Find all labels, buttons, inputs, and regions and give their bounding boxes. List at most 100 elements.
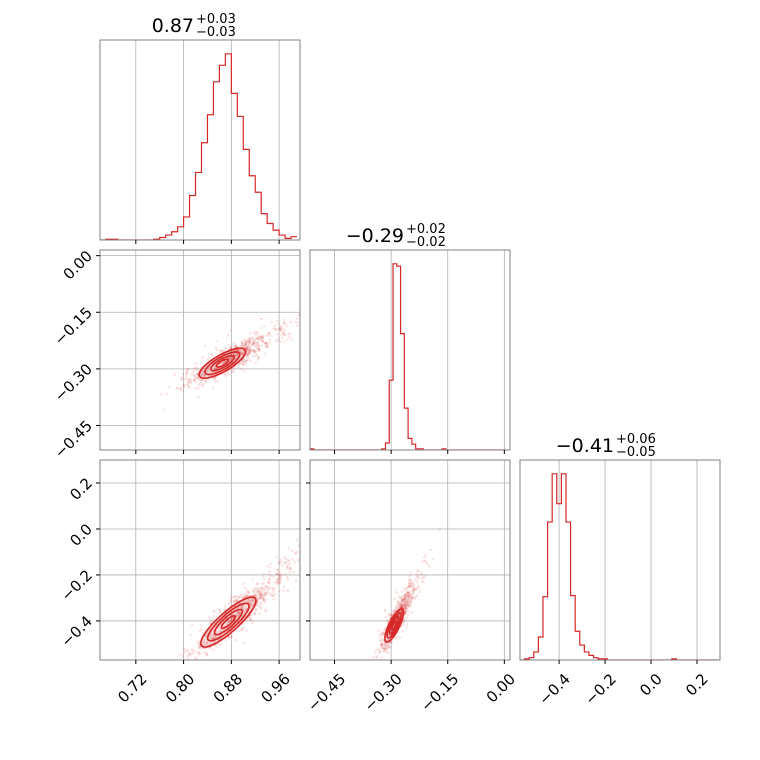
- sample-point: [332, 519, 335, 522]
- sample-point: [257, 337, 261, 341]
- sample-point: [289, 320, 293, 324]
- sample-point: [422, 556, 426, 559]
- sample-point: [406, 622, 409, 626]
- sample-point: [397, 601, 400, 604]
- sample-point: [195, 368, 199, 372]
- sample-point: [403, 603, 407, 607]
- sample-point: [288, 562, 292, 566]
- sample-point: [212, 614, 215, 618]
- sample-point: [236, 611, 240, 614]
- sample-point: [266, 564, 269, 568]
- sample-point: [254, 361, 257, 365]
- ytick-label-1-3: 0.00: [60, 247, 96, 283]
- sample-point: [228, 635, 231, 639]
- sample-point: [257, 356, 260, 359]
- outlier-point: [383, 609, 387, 612]
- sample-point: [258, 597, 261, 600]
- sample-point: [407, 592, 411, 595]
- sample-point: [405, 598, 408, 602]
- sample-point: [174, 663, 177, 666]
- sample-point: [240, 351, 244, 355]
- sample-point: [303, 561, 306, 564]
- sample-point: [212, 637, 215, 640]
- density-fill-2-1: [384, 607, 405, 644]
- sample-point: [249, 347, 253, 351]
- sample-point: [211, 618, 214, 621]
- sample-point: [393, 609, 396, 612]
- panel-frame-0-0: [99, 39, 301, 241]
- sample-point: [402, 598, 406, 601]
- sample-point: [272, 586, 275, 590]
- contour-1-0-0: [215, 358, 230, 368]
- sample-point: [205, 640, 209, 644]
- sample-point: [224, 346, 227, 350]
- sample-point: [248, 344, 251, 348]
- sample-point: [383, 646, 386, 650]
- panel-2-0: 0.72 0.80 0.88 0.96 −0.4 −0.2 0.0 0.2: [58, 459, 355, 706]
- sample-point: [232, 370, 236, 374]
- sample-point: [245, 347, 249, 350]
- sample-point: [253, 611, 256, 615]
- sample-point: [269, 574, 273, 578]
- sample-point: [383, 650, 386, 653]
- sample-point: [242, 345, 245, 349]
- sample-point: [216, 379, 219, 383]
- sample-point: [384, 643, 387, 647]
- sample-point: [250, 599, 254, 602]
- sample-point: [402, 605, 406, 608]
- sample-point: [197, 386, 200, 390]
- panel-content-2-1: [357, 528, 442, 660]
- sample-point: [275, 572, 279, 576]
- sample-point: [240, 605, 244, 609]
- sample-point: [352, 510, 355, 513]
- sample-point: [249, 602, 253, 605]
- sample-point: [243, 342, 247, 346]
- sample-point: [232, 600, 236, 604]
- sample-point: [295, 317, 299, 321]
- sample-point: [405, 603, 408, 607]
- sample-point: [289, 566, 292, 570]
- sample-point: [260, 595, 263, 599]
- sample-point: [261, 336, 265, 340]
- sample-point: [246, 353, 250, 356]
- sample-point: [401, 605, 404, 609]
- sample-point: [252, 348, 256, 352]
- sample-point: [209, 356, 212, 359]
- sample-point: [405, 617, 408, 620]
- sample-point: [203, 374, 206, 377]
- sample-point: [188, 379, 192, 382]
- sample-point: [223, 604, 227, 608]
- sample-point: [279, 560, 283, 564]
- sample-point: [254, 344, 258, 348]
- sample-point: [244, 341, 247, 345]
- sample-point: [223, 607, 227, 611]
- sample-point: [399, 600, 403, 604]
- sample-point: [404, 594, 408, 597]
- sample-point: [265, 344, 269, 348]
- sample-point: [251, 348, 255, 352]
- sample-point: [249, 352, 252, 355]
- sample-point: [262, 594, 266, 597]
- sample-point: [278, 561, 282, 565]
- sample-point: [253, 612, 256, 616]
- sample-point: [251, 343, 255, 346]
- sample-point: [249, 607, 252, 610]
- sample-point: [252, 355, 255, 358]
- sample-point: [257, 349, 261, 353]
- sample-point: [214, 346, 218, 350]
- sample-point: [404, 596, 408, 599]
- sample-point: [277, 576, 281, 580]
- sample-point: [228, 358, 232, 361]
- sample-point: [246, 340, 249, 344]
- sample-point: [187, 378, 191, 382]
- sample-point: [282, 589, 285, 592]
- sample-point: [290, 549, 294, 553]
- sample-point: [405, 600, 409, 603]
- sample-point: [301, 313, 304, 316]
- sample-point: [234, 354, 237, 357]
- sample-point: [431, 557, 435, 561]
- sample-point: [416, 574, 419, 578]
- sample-point: [264, 608, 267, 612]
- sample-point: [415, 594, 419, 597]
- sample-point: [259, 596, 262, 599]
